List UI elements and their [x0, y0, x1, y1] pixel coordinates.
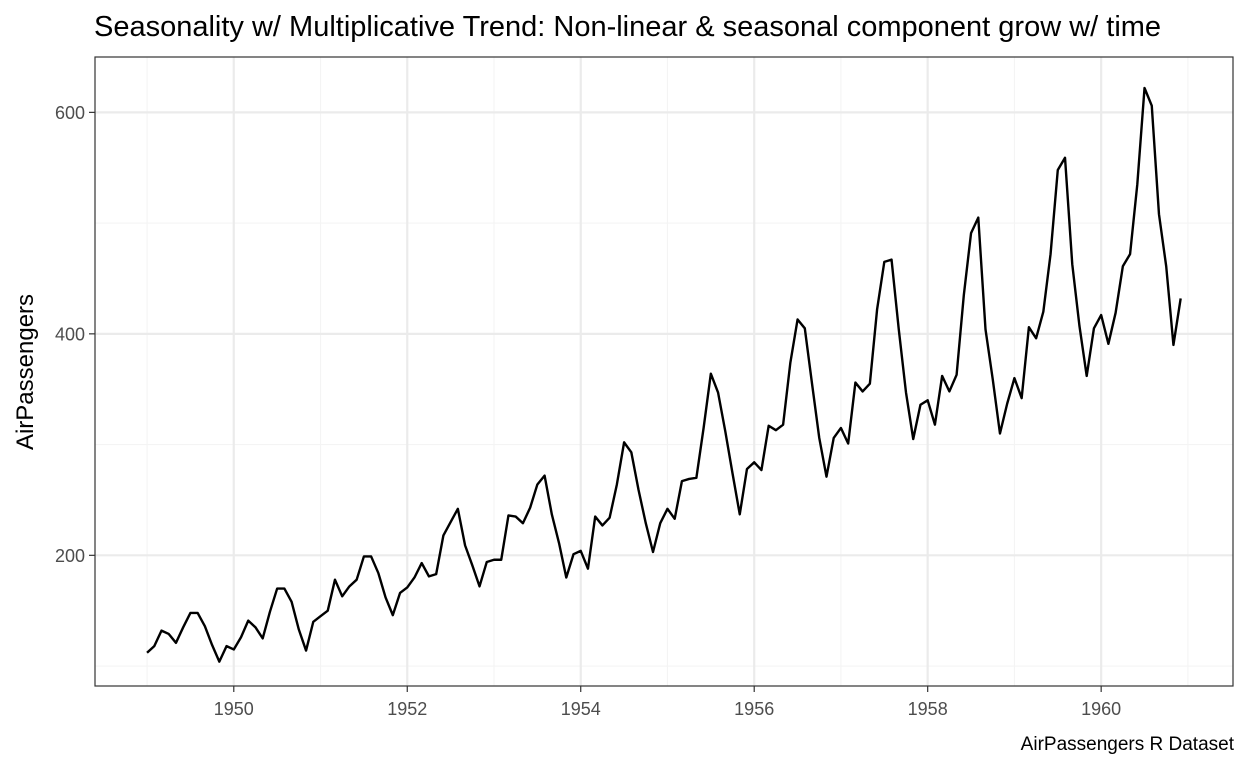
y-axis: 200 400 600 [55, 103, 95, 566]
chart-caption: AirPassengers R Dataset [1021, 734, 1235, 755]
major-gridlines-y [95, 111, 1233, 557]
minor-gridlines-y [95, 222, 1233, 667]
x-tick-label: 1954 [561, 699, 601, 719]
plot-panel-border [94, 56, 1234, 687]
y-tick-label: 400 [55, 324, 85, 344]
chart-title: Seasonality w/ Multiplicative Trend: Non… [94, 11, 1161, 43]
x-tick-label: 1952 [387, 699, 427, 719]
x-tick-label: 1960 [1081, 699, 1121, 719]
major-gridlines-x [232, 57, 1103, 686]
minor-gridlines-x [146, 57, 1189, 686]
y-tick-label: 200 [55, 546, 85, 566]
x-tick-label: 1958 [908, 699, 948, 719]
x-axis: 1950 1952 1954 1956 1958 1960 [214, 686, 1121, 719]
y-axis-title: AirPassengers [12, 294, 39, 450]
series-line [146, 86, 1182, 663]
x-tick-label: 1956 [734, 699, 774, 719]
x-tick-label: 1950 [214, 699, 254, 719]
y-tick-label: 600 [55, 103, 85, 123]
